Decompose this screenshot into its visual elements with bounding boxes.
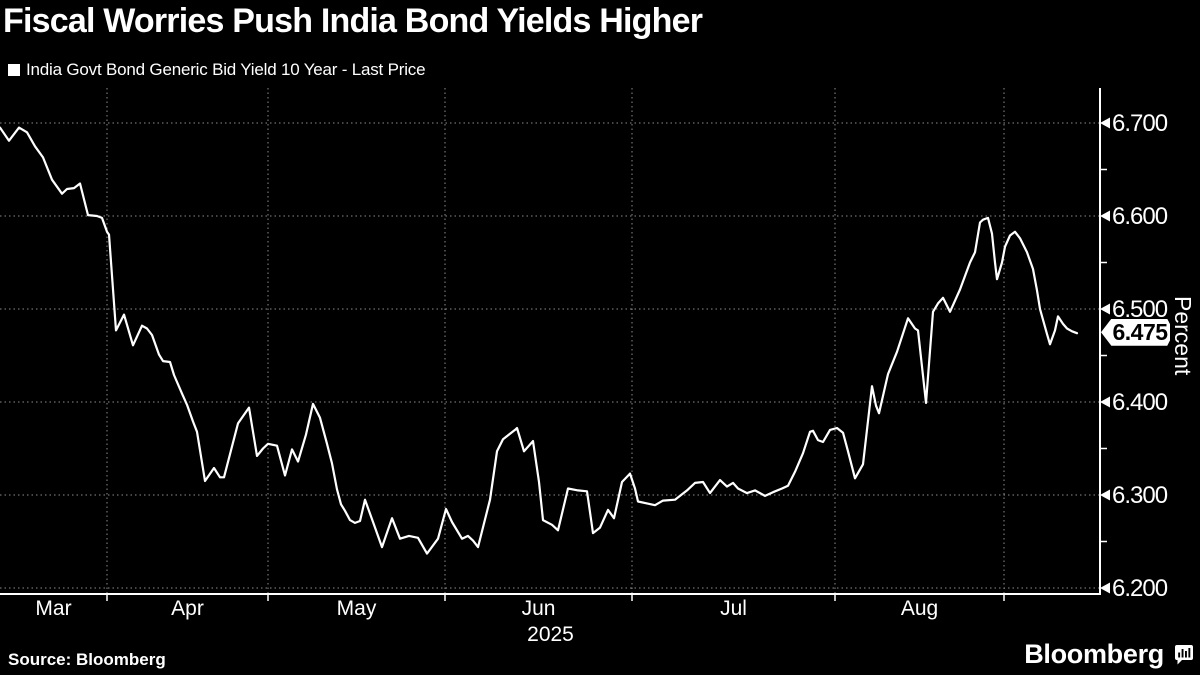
chart-legend: India Govt Bond Generic Bid Yield 10 Yea…: [8, 60, 426, 80]
x-axis-month-label: Mar: [35, 597, 71, 620]
y-axis-major-tick: [1100, 117, 1110, 129]
y-axis-tick-label: 6.700: [1112, 110, 1168, 137]
page-title: Fiscal Worries Push India Bond Yields Hi…: [3, 2, 703, 40]
source-attribution: Source: Bloomberg: [8, 650, 166, 669]
last-price-badge: 6.475: [1101, 318, 1170, 346]
y-axis-tick-label: 6.500: [1112, 296, 1168, 323]
y-axis-major-tick: [1100, 489, 1110, 501]
y-axis-tick-label: 6.200: [1112, 575, 1168, 602]
y-axis-title: Percent: [1170, 296, 1196, 376]
y-axis-major-tick: [1100, 210, 1110, 222]
y-axis-major-tick: [1100, 582, 1110, 594]
y-axis-tick-label: 6.400: [1112, 389, 1168, 416]
bloomberg-logo: Bloomberg: [1024, 639, 1194, 670]
bloomberg-wordmark: Bloomberg: [1024, 639, 1164, 669]
x-axis-month-label: May: [337, 597, 377, 620]
x-axis-month-label: Aug: [901, 597, 938, 620]
y-axis-major-tick: [1100, 396, 1110, 408]
bloomberg-chart-bubble-icon: [1175, 645, 1193, 665]
y-axis-tick-label: 6.600: [1112, 203, 1168, 230]
x-axis-month-label: Jul: [720, 597, 747, 620]
x-axis-month-label: Apr: [171, 597, 204, 620]
y-axis-tick-label: 6.300: [1112, 482, 1168, 509]
legend-swatch-icon: [8, 64, 20, 76]
y-axis-major-tick: [1100, 303, 1110, 315]
price-line: [0, 126, 1079, 555]
x-axis-month-label: Jun: [522, 597, 556, 620]
x-axis-year-label: 2025: [527, 623, 574, 646]
legend-label: India Govt Bond Generic Bid Yield 10 Yea…: [26, 60, 426, 79]
